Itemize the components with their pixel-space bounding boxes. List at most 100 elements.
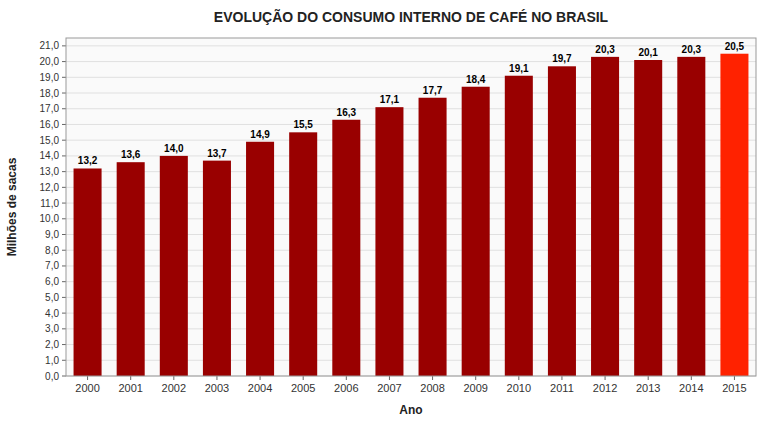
bar (160, 156, 188, 376)
bar (246, 142, 274, 376)
bar (289, 132, 317, 376)
bar (332, 120, 360, 376)
x-axis: 2000200120022003200420052006200720082009… (75, 376, 746, 394)
plot-background (66, 38, 756, 376)
y-axis: 0,01,02,03,04,05,06,07,08,09,010,011,012… (40, 40, 66, 381)
y-tick (62, 140, 66, 141)
x-tick-label: 2009 (463, 382, 487, 394)
y-tick (62, 234, 66, 235)
x-tick-label: 2001 (118, 382, 142, 394)
data-label: 14,0 (164, 143, 184, 154)
data-label: 20,5 (725, 41, 745, 52)
bar (419, 98, 447, 376)
x-tick (432, 376, 433, 380)
bar (720, 54, 748, 376)
x-tick (346, 376, 347, 380)
x-tick-label: 2004 (248, 382, 272, 394)
data-label: 17,1 (380, 94, 400, 105)
x-tick-label: 2007 (377, 382, 401, 394)
data-label: 18,4 (466, 74, 486, 85)
y-tick (62, 203, 66, 204)
y-tick (62, 313, 66, 314)
y-tick (62, 328, 66, 329)
y-tick-label: 20,0 (40, 56, 60, 67)
data-labels: 13,213,614,013,714,915,516,317,117,718,4… (78, 41, 745, 167)
y-tick (62, 171, 66, 172)
y-tick-label: 3,0 (45, 323, 59, 334)
bar (677, 57, 705, 376)
y-tick-label: 18,0 (40, 88, 60, 99)
y-tick-label: 14,0 (40, 150, 60, 161)
data-label: 20,1 (638, 47, 658, 58)
data-label: 19,7 (552, 53, 572, 64)
bars (74, 54, 749, 376)
y-tick (62, 344, 66, 345)
data-label: 20,3 (682, 44, 702, 55)
y-tick-label: 17,0 (40, 103, 60, 114)
x-tick-label: 2003 (205, 382, 229, 394)
y-tick-label: 5,0 (45, 292, 59, 303)
x-tick-label: 2002 (162, 382, 186, 394)
x-tick-label: 2012 (593, 382, 617, 394)
y-tick-label: 19,0 (40, 72, 60, 83)
y-tick-label: 6,0 (45, 276, 59, 287)
bar (462, 87, 490, 376)
y-tick-label: 13,0 (40, 166, 60, 177)
bar (548, 66, 576, 376)
x-tick-label: 2000 (75, 382, 99, 394)
x-axis-label: Ano (399, 403, 422, 417)
y-grid (66, 46, 756, 376)
y-tick (62, 265, 66, 266)
y-tick-label: 9,0 (45, 229, 59, 240)
x-tick (518, 376, 519, 380)
x-tick (389, 376, 390, 380)
y-tick-label: 12,0 (40, 182, 60, 193)
bar (74, 168, 102, 376)
y-tick (62, 155, 66, 156)
bar (203, 161, 231, 376)
x-tick (87, 376, 88, 380)
data-label: 20,3 (595, 44, 615, 55)
bar (634, 60, 662, 376)
x-tick (561, 376, 562, 380)
y-tick (62, 77, 66, 78)
y-tick (62, 93, 66, 94)
x-tick-label: 2008 (420, 382, 444, 394)
y-tick-label: 4,0 (45, 308, 59, 319)
y-tick (62, 108, 66, 109)
y-axis-label: Milhões de sacas (5, 157, 19, 256)
y-tick (62, 250, 66, 251)
y-tick (62, 187, 66, 188)
y-tick-label: 1,0 (45, 355, 59, 366)
y-tick-label: 15,0 (40, 135, 60, 146)
plot-frame (66, 38, 756, 376)
bar (591, 57, 619, 376)
x-tick (475, 376, 476, 380)
y-tick-label: 16,0 (40, 119, 60, 130)
x-tick-label: 2010 (507, 382, 531, 394)
y-tick-label: 0,0 (45, 371, 59, 382)
y-tick (62, 360, 66, 361)
x-tick (130, 376, 131, 380)
bar (505, 76, 533, 376)
data-label: 19,1 (509, 63, 529, 74)
x-tick (648, 376, 649, 380)
y-tick-label: 8,0 (45, 245, 59, 256)
y-tick (62, 124, 66, 125)
y-tick-label: 10,0 (40, 213, 60, 224)
bar (375, 107, 403, 376)
data-label: 13,6 (121, 149, 141, 160)
y-tick (62, 297, 66, 298)
y-tick-label: 2,0 (45, 339, 59, 350)
y-tick-label: 11,0 (40, 198, 59, 209)
x-tick (605, 376, 606, 380)
x-tick (173, 376, 174, 380)
chart-svg: 0,01,02,03,04,05,06,07,08,09,010,011,012… (0, 0, 772, 426)
x-tick (260, 376, 261, 380)
data-label: 13,2 (78, 155, 98, 166)
chart-container: 0,01,02,03,04,05,06,07,08,09,010,011,012… (0, 0, 772, 426)
x-tick-label: 2013 (636, 382, 660, 394)
x-tick (691, 376, 692, 380)
x-tick-label: 2014 (679, 382, 703, 394)
x-tick-label: 2005 (291, 382, 315, 394)
